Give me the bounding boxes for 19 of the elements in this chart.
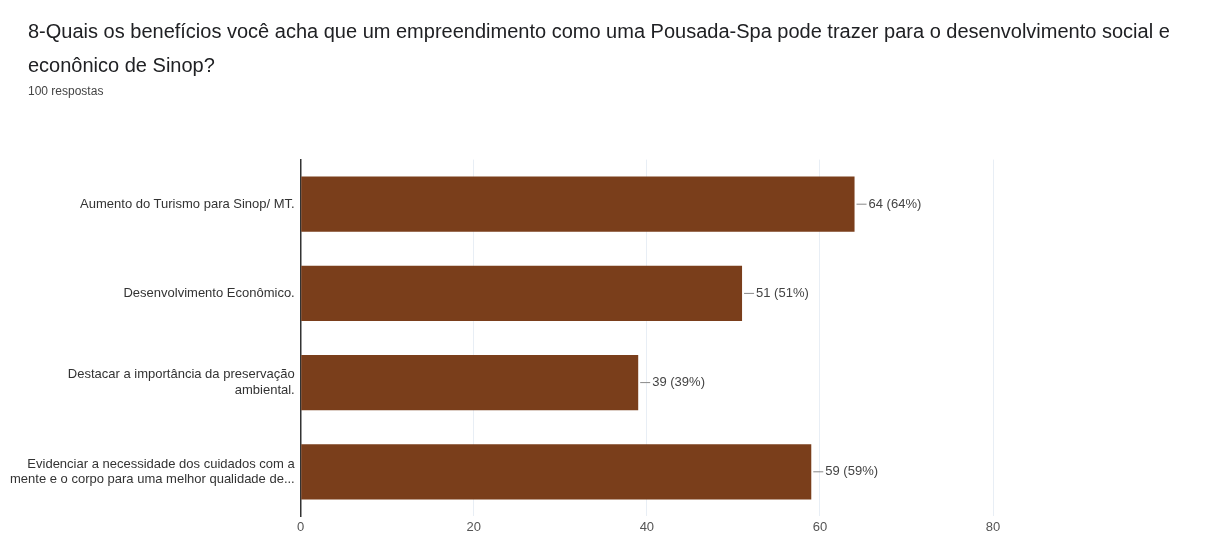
bar bbox=[301, 265, 743, 322]
bar bbox=[301, 444, 812, 500]
y-tick-label: Destacar a importância da preservação ambiental. bbox=[67, 366, 295, 397]
text: 100 respostas bbox=[28, 84, 104, 98]
data-label: 39 (39%) bbox=[652, 374, 705, 390]
data-label: 64 (64%) bbox=[868, 195, 922, 211]
y-tick-label: Evidenciar a necessidade dos cuidados com a mente e o corpo para uma melhor qualidade de... bbox=[10, 455, 296, 487]
bar bbox=[301, 176, 855, 232]
x-tick-label: 80 bbox=[985, 518, 1001, 534]
x-tick-label: 60 bbox=[812, 518, 828, 534]
x-tick-label: 20 bbox=[466, 518, 482, 534]
chart-title: 8-Quais os benefícios você acha que um empreendimento como uma Pousada-Spa pode trazer para o desenvolvimento social e econônico de Sinop? bbox=[28, 19, 1171, 78]
y-tick-label: Aumento do Turismo para Sinop/ MT. bbox=[80, 195, 295, 211]
y-tick-label: Desenvolvimento Econômico. bbox=[123, 284, 295, 300]
data-label: 51 (51%) bbox=[756, 284, 809, 300]
bar bbox=[301, 354, 639, 411]
x-tick-label: 40 bbox=[639, 518, 655, 534]
x-tick-label: 0 bbox=[297, 518, 305, 534]
data-label: 59 (59%) bbox=[825, 463, 879, 479]
